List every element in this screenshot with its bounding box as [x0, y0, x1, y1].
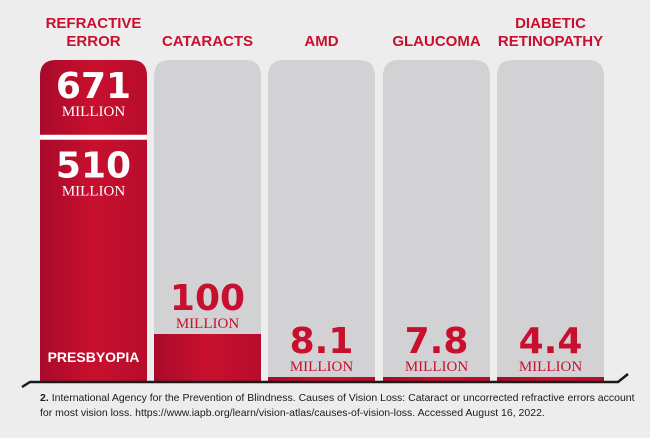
- sub-segment-divider: [40, 134, 147, 140]
- unit-label: MILLION: [519, 359, 582, 375]
- bar: [497, 377, 604, 382]
- data-label: 100: [170, 278, 245, 319]
- data-label: 4.4: [519, 321, 583, 362]
- category-label: DIABETIC: [515, 15, 586, 32]
- sub-segment-unit: MILLION: [62, 183, 125, 199]
- bar-track: [154, 60, 261, 382]
- sub-segment-name: PRESBYOPIA: [48, 349, 140, 365]
- category-label: AMD: [304, 33, 338, 50]
- data-label: 8.1: [290, 321, 354, 362]
- footnote: 2. International Agency for the Preventi…: [40, 391, 640, 421]
- bar: [154, 334, 261, 382]
- bar-track: [497, 60, 604, 382]
- category-label: ERROR: [66, 33, 120, 50]
- unit-label: MILLION: [405, 359, 468, 375]
- footnote-text: International Agency for the Prevention …: [40, 392, 635, 419]
- data-label: 671: [56, 66, 131, 107]
- bar-track: [383, 60, 490, 382]
- sub-segment-value: 510: [56, 145, 131, 186]
- unit-label: MILLION: [62, 104, 125, 120]
- unit-label: MILLION: [290, 359, 353, 375]
- category-label: RETINOPATHY: [498, 33, 603, 50]
- bar: [40, 60, 147, 382]
- bar-track: [268, 60, 375, 382]
- category-label: CATARACTS: [162, 33, 253, 50]
- bar: [383, 377, 490, 382]
- baseline: [21, 373, 629, 389]
- category-label: GLAUCOMA: [392, 33, 480, 50]
- data-label: 7.8: [405, 321, 469, 362]
- bar: [268, 377, 375, 382]
- category-label: REFRACTIVE: [46, 15, 142, 32]
- footnote-number: 2.: [40, 392, 49, 404]
- unit-label: MILLION: [176, 316, 239, 332]
